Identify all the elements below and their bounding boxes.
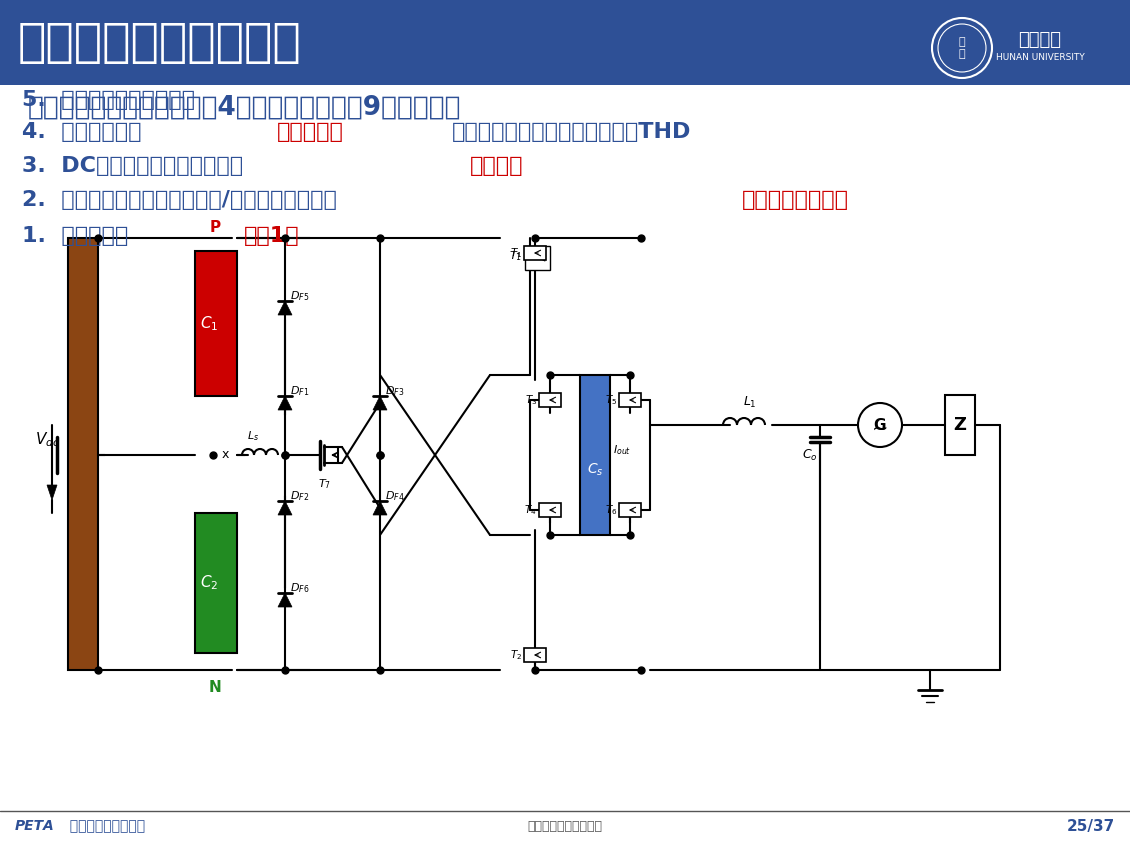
Text: 湖南大学: 湖南大学 xyxy=(1018,31,1061,49)
Text: 25/37: 25/37 xyxy=(1067,818,1115,834)
Bar xyxy=(525,246,550,270)
Text: $D_{F2}$: $D_{F2}$ xyxy=(290,489,310,503)
Text: $C_1$: $C_1$ xyxy=(200,315,218,333)
Bar xyxy=(619,503,641,517)
Polygon shape xyxy=(278,396,292,410)
Bar xyxy=(524,648,546,662)
Text: $L_1$: $L_1$ xyxy=(744,395,757,410)
Text: 3.  DC母线电容和悬浮电容电压: 3. DC母线电容和悬浮电容电压 xyxy=(21,156,243,176)
Text: $T_1$: $T_1$ xyxy=(510,246,522,259)
Text: 自动平衡: 自动平衡 xyxy=(470,156,523,176)
Text: $I_{out}$: $I_{out}$ xyxy=(612,444,632,457)
Bar xyxy=(524,246,546,260)
Circle shape xyxy=(858,403,902,447)
Polygon shape xyxy=(278,301,292,315)
Bar xyxy=(580,375,610,535)
Polygon shape xyxy=(373,396,386,410)
Text: $L_s$: $L_s$ xyxy=(247,429,259,443)
Text: $T_3$: $T_3$ xyxy=(524,393,537,407)
Text: $T_1$: $T_1$ xyxy=(508,249,522,263)
Text: ~: ~ xyxy=(872,420,888,438)
Text: $C_o$: $C_o$ xyxy=(802,448,818,462)
Text: $D_{F4}$: $D_{F4}$ xyxy=(385,489,405,503)
Text: 提升1倍: 提升1倍 xyxy=(244,226,299,246)
Text: $T_7$: $T_7$ xyxy=(319,477,331,491)
Text: $T_4$: $T_4$ xyxy=(524,503,537,517)
Bar xyxy=(945,395,975,455)
Text: G: G xyxy=(873,417,886,432)
Text: 1.  电压利用率: 1. 电压利用率 xyxy=(21,226,128,246)
Bar xyxy=(539,503,560,517)
Text: $D_{F5}$: $D_{F5}$ xyxy=(290,289,310,303)
Bar xyxy=(68,238,98,670)
Bar xyxy=(539,393,560,407)
Text: $T_2$: $T_2$ xyxy=(510,648,522,662)
Text: $T_6$: $T_6$ xyxy=(605,503,617,517)
Text: $C_2$: $C_2$ xyxy=(200,573,218,593)
Bar xyxy=(195,513,237,653)
Text: 4.  悬浮电容具备: 4. 悬浮电容具备 xyxy=(21,122,141,142)
Polygon shape xyxy=(373,501,386,515)
Text: $T_5$: $T_5$ xyxy=(605,393,617,407)
Text: 高增益五电平思路下，提出4类拓扑架构，构造9类电路拓扑: 高增益五电平思路下，提出4类拓扑架构，构造9类电路拓扑 xyxy=(28,95,461,121)
Text: 2.  悬浮电容保持开关级的充电/放电，储能较少，: 2. 悬浮电容保持开关级的充电/放电，储能较少， xyxy=(21,190,337,210)
Bar xyxy=(195,251,237,396)
Text: P: P xyxy=(209,220,220,236)
Polygon shape xyxy=(47,485,56,500)
Text: $V_{dc}$: $V_{dc}$ xyxy=(35,431,60,449)
Polygon shape xyxy=(278,501,292,515)
Text: Z: Z xyxy=(954,416,966,434)
Text: HUNAN UNIVERSITY: HUNAN UNIVERSITY xyxy=(996,53,1085,63)
Text: 电力电子拓扑与应用: 电力电子拓扑与应用 xyxy=(60,819,145,833)
Polygon shape xyxy=(278,593,292,607)
Text: PET: PET xyxy=(15,819,44,833)
Text: A: A xyxy=(43,819,54,833)
Text: $D_{F6}$: $D_{F6}$ xyxy=(290,581,310,595)
Text: 高增益五电平拓扑之一: 高增益五电平拓扑之一 xyxy=(18,20,302,65)
Bar xyxy=(619,393,641,407)
Text: ，无需附加成本和影响交流电流THD: ，无需附加成本和影响交流电流THD xyxy=(452,122,692,142)
Text: 湖
大: 湖 大 xyxy=(958,37,965,59)
Text: x: x xyxy=(221,449,229,461)
Text: N: N xyxy=(209,680,221,695)
Text: $C_s$: $C_s$ xyxy=(586,462,603,478)
Text: 内部自启动: 内部自启动 xyxy=(277,122,344,142)
Text: 悬浮电容容值较小: 悬浮电容容值较小 xyxy=(742,190,849,210)
Text: 《电工技术学报》发布: 《电工技术学报》发布 xyxy=(528,819,602,833)
Text: $D_{F1}$: $D_{F1}$ xyxy=(290,384,310,398)
Text: 5.  控制简单，灵活，可靠: 5. 控制简单，灵活，可靠 xyxy=(21,90,195,110)
Text: $D_{F3}$: $D_{F3}$ xyxy=(385,384,405,398)
Bar xyxy=(0,0,1130,85)
